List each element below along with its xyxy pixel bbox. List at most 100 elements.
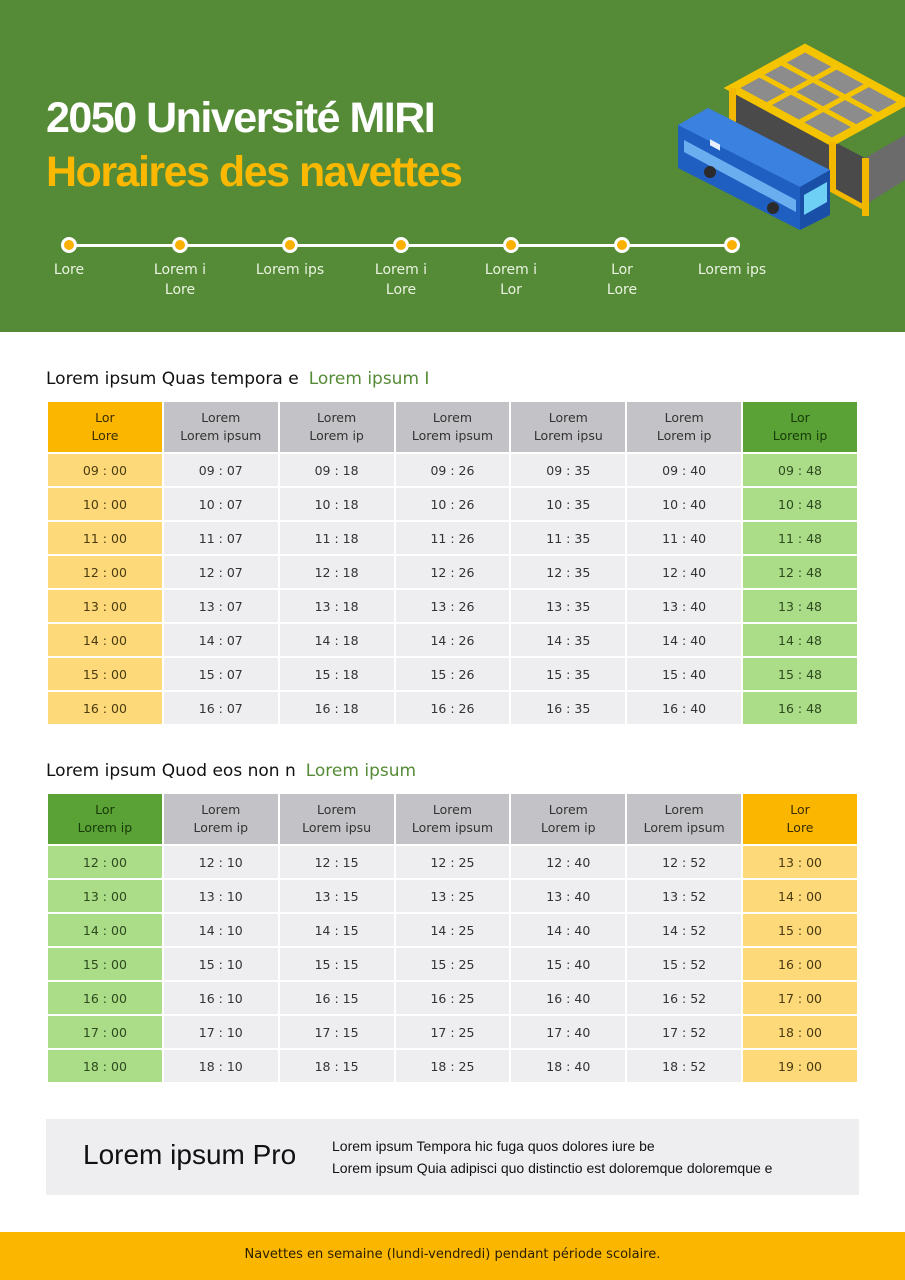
time-cell: 15 : 00 <box>46 656 164 692</box>
time-cell: 15 : 18 <box>277 656 396 692</box>
time-cell: 13 : 35 <box>509 588 628 624</box>
column-header: Lorem Lorem ip <box>509 792 628 846</box>
time-cell: 09 : 35 <box>509 452 628 488</box>
stop-dot-icon <box>724 237 740 253</box>
time-cell: 14 : 00 <box>741 878 859 914</box>
stop-dot-icon <box>503 237 519 253</box>
time-cell: 13 : 18 <box>277 588 396 624</box>
time-cell: 17 : 10 <box>161 1014 280 1050</box>
table-row: 11 : 00 11 : 07 11 : 18 11 : 26 11 : 35 … <box>46 520 859 556</box>
stop-label: Lor Lore <box>606 262 638 298</box>
page-title: 2050 Université MIRI <box>46 94 436 142</box>
info-box: Lorem ipsum Pro Lorem ipsum Tempora hic … <box>46 1119 859 1195</box>
time-cell: 14 : 26 <box>393 622 512 658</box>
stop-dot-icon <box>393 237 409 253</box>
stop-label: Lorem ips <box>697 262 767 278</box>
time-cell: 14 : 52 <box>625 912 744 948</box>
time-cell: 16 : 10 <box>161 980 280 1016</box>
time-cell: 14 : 40 <box>625 622 744 658</box>
bus-shelter-icon <box>678 43 905 230</box>
time-cell: 15 : 48 <box>741 656 859 692</box>
column-header: Lorem Lorem ip <box>161 792 280 846</box>
time-cell: 10 : 00 <box>46 486 164 522</box>
time-cell: 16 : 00 <box>46 690 164 726</box>
time-cell: 10 : 40 <box>625 486 744 522</box>
column-header: Lorem Lorem ipsu <box>509 400 628 454</box>
table-row: 14 : 00 14 : 10 14 : 15 14 : 25 14 : 40 … <box>46 912 859 948</box>
time-cell: 15 : 15 <box>277 946 396 982</box>
time-cell: 12 : 00 <box>46 554 164 590</box>
route-stop: Lorem i Lor <box>456 237 566 300</box>
schedule-table-2: Lor Lorem ip Lorem Lorem ip Lorem Lorem … <box>46 792 859 1084</box>
time-cell: 11 : 26 <box>393 520 512 556</box>
column-header: Lorem Lorem ipsu <box>277 792 396 846</box>
time-cell: 12 : 35 <box>509 554 628 590</box>
time-cell: 12 : 25 <box>393 844 512 880</box>
table-row: 14 : 00 14 : 07 14 : 18 14 : 26 14 : 35 … <box>46 622 859 658</box>
time-cell: 16 : 00 <box>46 980 164 1016</box>
column-header: Lorem Lorem ipsum <box>625 792 744 846</box>
time-cell: 13 : 07 <box>161 588 280 624</box>
time-cell: 18 : 40 <box>509 1048 628 1084</box>
info-line-1: Lorem ipsum Tempora hic fuga quos dolore… <box>332 1138 655 1154</box>
time-cell: 15 : 25 <box>393 946 512 982</box>
time-cell: 16 : 40 <box>509 980 628 1016</box>
time-cell: 12 : 40 <box>509 844 628 880</box>
time-cell: 09 : 07 <box>161 452 280 488</box>
time-cell: 18 : 52 <box>625 1048 744 1084</box>
header-banner: 2050 Université MIRI Horaires des navett… <box>0 0 905 332</box>
time-cell: 10 : 48 <box>741 486 859 522</box>
time-cell: 12 : 26 <box>393 554 512 590</box>
time-cell: 14 : 48 <box>741 622 859 658</box>
time-cell: 11 : 07 <box>161 520 280 556</box>
time-cell: 12 : 10 <box>161 844 280 880</box>
schedule-1-title-accent: Lorem ipsum I <box>308 369 430 389</box>
table-row: 13 : 00 13 : 10 13 : 15 13 : 25 13 : 40 … <box>46 878 859 914</box>
stop-dot-icon <box>614 237 630 253</box>
column-header: Lorem Lorem ipsum <box>393 792 512 846</box>
time-cell: 11 : 48 <box>741 520 859 556</box>
time-cell: 11 : 35 <box>509 520 628 556</box>
time-cell: 13 : 10 <box>161 878 280 914</box>
table-row: 12 : 00 12 : 07 12 : 18 12 : 26 12 : 35 … <box>46 554 859 590</box>
time-cell: 15 : 35 <box>509 656 628 692</box>
table-row: 15 : 00 15 : 10 15 : 15 15 : 25 15 : 40 … <box>46 946 859 982</box>
time-cell: 13 : 25 <box>393 878 512 914</box>
stop-label: Lorem ips <box>255 262 325 278</box>
column-header: Lorem Lorem ipsum <box>393 400 512 454</box>
time-cell: 17 : 52 <box>625 1014 744 1050</box>
table-row: 17 : 00 17 : 10 17 : 15 17 : 25 17 : 40 … <box>46 1014 859 1050</box>
table-header-row: Lor Lore Lorem Lorem ipsum Lorem Lorem i… <box>46 400 859 454</box>
time-cell: 15 : 00 <box>741 912 859 948</box>
time-cell: 13 : 00 <box>46 878 164 914</box>
time-cell: 15 : 00 <box>46 946 164 982</box>
stop-dot-icon <box>61 237 77 253</box>
time-cell: 11 : 00 <box>46 520 164 556</box>
time-cell: 12 : 15 <box>277 844 396 880</box>
time-cell: 10 : 26 <box>393 486 512 522</box>
time-cell: 11 : 18 <box>277 520 396 556</box>
time-cell: 09 : 26 <box>393 452 512 488</box>
time-cell: 12 : 07 <box>161 554 280 590</box>
schedule-1-title: Lorem ipsum Quas tempora e <box>46 369 299 389</box>
time-cell: 13 : 00 <box>741 844 859 880</box>
stop-dot-icon <box>282 237 298 253</box>
column-header: Lor Lorem ip <box>741 400 859 454</box>
footer-text: Navettes en semaine (lundi-vendredi) pen… <box>244 1247 661 1262</box>
time-cell: 09 : 48 <box>741 452 859 488</box>
time-cell: 12 : 18 <box>277 554 396 590</box>
schedule-2-heading: Lorem ipsum Quod eos non n Lorem ipsum <box>46 761 416 781</box>
time-cell: 16 : 35 <box>509 690 628 726</box>
stop-label: Lorem i Lore <box>153 262 207 298</box>
time-cell: 18 : 00 <box>741 1014 859 1050</box>
table-row: 09 : 00 09 : 07 09 : 18 09 : 26 09 : 35 … <box>46 452 859 488</box>
table-row: 16 : 00 16 : 10 16 : 15 16 : 25 16 : 40 … <box>46 980 859 1016</box>
schedule-1-heading: Lorem ipsum Quas tempora e Lorem ipsum I <box>46 369 429 389</box>
time-cell: 14 : 00 <box>46 912 164 948</box>
time-cell: 14 : 18 <box>277 622 396 658</box>
stop-label: Lore <box>53 262 85 278</box>
time-cell: 15 : 52 <box>625 946 744 982</box>
route-stop: Lorem ips <box>677 237 787 280</box>
time-cell: 17 : 25 <box>393 1014 512 1050</box>
time-cell: 12 : 40 <box>625 554 744 590</box>
